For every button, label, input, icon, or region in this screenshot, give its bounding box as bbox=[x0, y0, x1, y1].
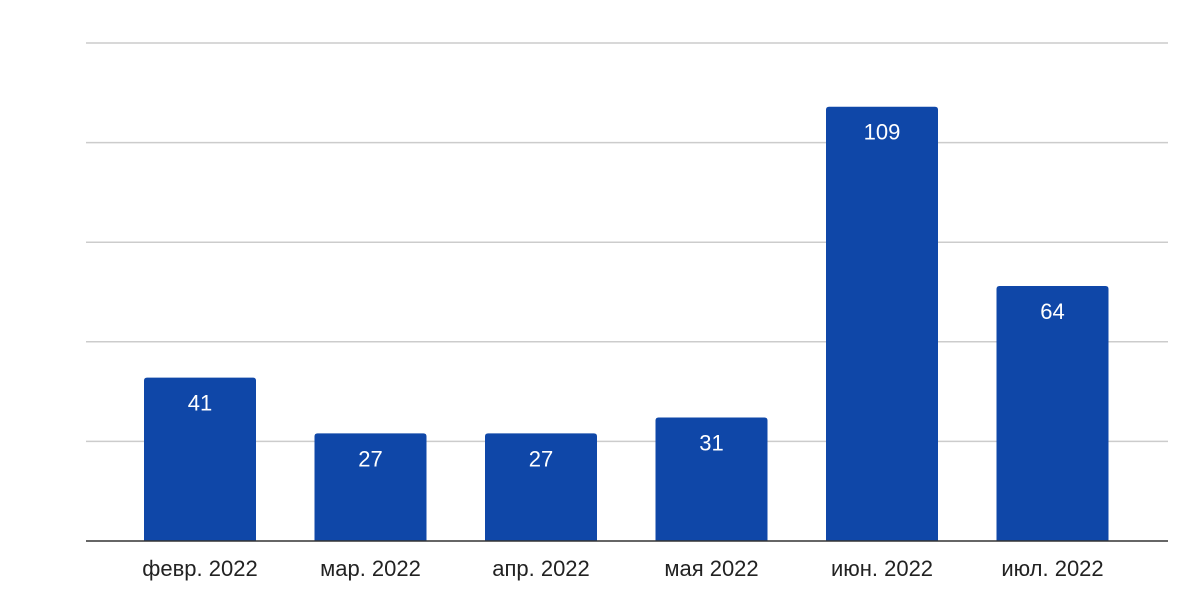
bars bbox=[144, 106, 1109, 541]
x-tick-label-1: мар. 2022 bbox=[320, 556, 421, 581]
bar-2 bbox=[485, 433, 597, 541]
data-label-4: 109 bbox=[864, 120, 901, 145]
x-tick-label-5: июл. 2022 bbox=[1001, 556, 1103, 581]
bar-3 bbox=[655, 417, 768, 541]
data-labels: 41 27 27 31 109 64 bbox=[188, 120, 1065, 472]
x-tick-label-2: апр. 2022 bbox=[492, 556, 590, 581]
x-tick-label-4: июн. 2022 bbox=[831, 556, 933, 581]
gridlines bbox=[86, 42, 1168, 443]
x-axis: февр. 2022 мар. 2022 апр. 2022 мая 2022 июн.… bbox=[86, 540, 1168, 581]
data-label-1: 27 bbox=[358, 446, 382, 471]
data-label-0: 41 bbox=[188, 391, 212, 416]
bar-1 bbox=[314, 433, 427, 541]
bar-0 bbox=[144, 377, 256, 541]
x-tick-label-3: мая 2022 bbox=[664, 556, 758, 581]
data-label-2: 27 bbox=[529, 446, 553, 471]
x-tick-label-0: февр. 2022 bbox=[142, 556, 257, 581]
data-label-5: 64 bbox=[1040, 299, 1064, 324]
bar-4 bbox=[826, 106, 938, 541]
data-label-3: 31 bbox=[699, 430, 723, 455]
bar-5 bbox=[996, 286, 1109, 541]
